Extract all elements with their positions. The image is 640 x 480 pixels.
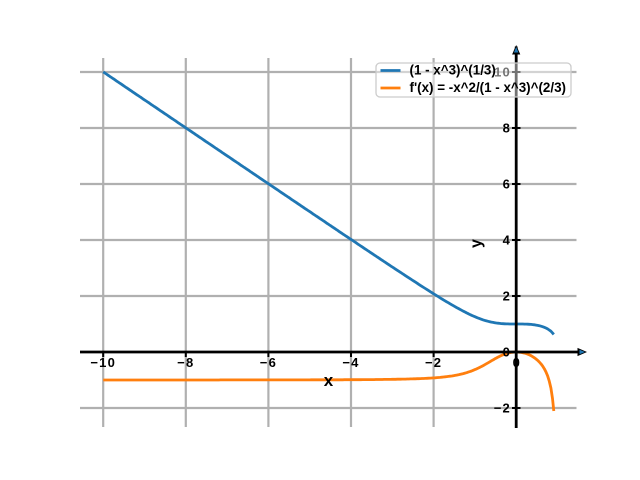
svg-text:−6: −6	[260, 355, 277, 370]
svg-text:−2: −2	[425, 355, 442, 370]
svg-text:f'(x) = -x^2/(1 - x^3)^(2/3): f'(x) = -x^2/(1 - x^3)^(2/3)	[410, 80, 567, 95]
svg-text:−4: −4	[342, 355, 359, 370]
svg-text:x: x	[324, 371, 334, 390]
svg-text:(1 - x^3)^(1/3): (1 - x^3)^(1/3)	[410, 63, 496, 78]
svg-text:y: y	[468, 239, 485, 248]
svg-text:−8: −8	[177, 355, 194, 370]
svg-text:8: 8	[503, 121, 511, 136]
svg-text:−2: −2	[494, 401, 511, 416]
svg-text:10: 10	[494, 65, 511, 80]
svg-text:6: 6	[503, 177, 511, 192]
svg-text:4: 4	[503, 233, 511, 248]
svg-text:2: 2	[503, 289, 511, 304]
svg-text:−10: −10	[90, 355, 116, 370]
